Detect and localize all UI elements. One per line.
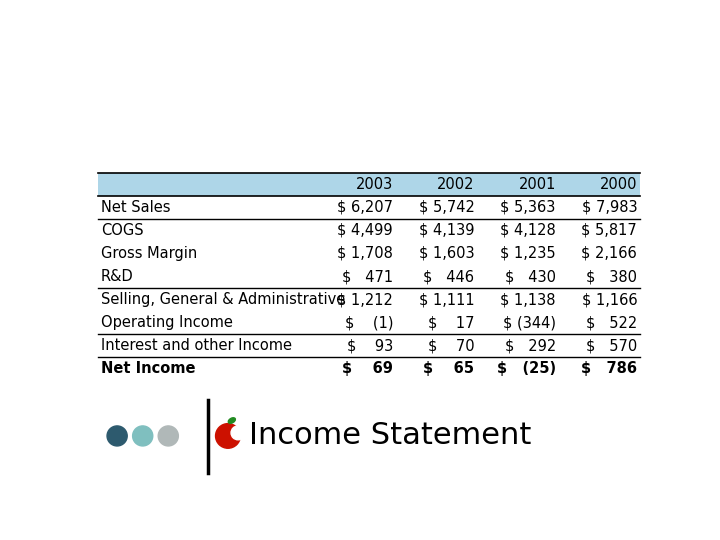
Text: $    17: $ 17 (428, 315, 474, 330)
Text: 2002: 2002 (437, 177, 474, 192)
Text: Gross Margin: Gross Margin (101, 246, 197, 261)
Text: $ 6,207: $ 6,207 (337, 200, 393, 215)
Text: 2000: 2000 (600, 177, 637, 192)
Ellipse shape (228, 418, 235, 423)
Circle shape (215, 423, 240, 448)
Circle shape (132, 426, 153, 446)
Text: $ 1,111: $ 1,111 (419, 292, 474, 307)
Text: $ 1,708: $ 1,708 (337, 246, 393, 261)
Text: $ 1,212: $ 1,212 (337, 292, 393, 307)
FancyBboxPatch shape (98, 173, 640, 195)
Text: $ 7,983: $ 7,983 (582, 200, 637, 215)
Text: $   430: $ 430 (505, 269, 556, 284)
Text: Operating Income: Operating Income (101, 315, 233, 330)
Text: $ 5,817: $ 5,817 (582, 223, 637, 238)
Text: $ 1,235: $ 1,235 (500, 246, 556, 261)
Text: COGS: COGS (101, 223, 143, 238)
Text: $ 1,138: $ 1,138 (500, 292, 556, 307)
Text: $   380: $ 380 (586, 269, 637, 284)
Text: $ 5,742: $ 5,742 (418, 200, 474, 215)
Text: Income Statement: Income Statement (249, 421, 531, 450)
Text: $   522: $ 522 (586, 315, 637, 330)
Text: $ 1,166: $ 1,166 (582, 292, 637, 307)
Text: 2003: 2003 (356, 177, 393, 192)
Text: $ (344): $ (344) (503, 315, 556, 330)
Text: $ 4,139: $ 4,139 (419, 223, 474, 238)
Text: $ 2,166: $ 2,166 (582, 246, 637, 261)
Circle shape (158, 426, 179, 446)
Text: $ 4,499: $ 4,499 (338, 223, 393, 238)
Text: $ 1,603: $ 1,603 (419, 246, 474, 261)
Text: $   471: $ 471 (342, 269, 393, 284)
Text: $   446: $ 446 (423, 269, 474, 284)
Text: 2001: 2001 (518, 177, 556, 192)
Text: $    70: $ 70 (428, 339, 474, 353)
Text: Interest and other Income: Interest and other Income (101, 339, 292, 353)
Text: Net Sales: Net Sales (101, 200, 171, 215)
Text: $    93: $ 93 (347, 339, 393, 353)
Text: $   786: $ 786 (581, 361, 637, 376)
Circle shape (107, 426, 127, 446)
Text: $    69: $ 69 (342, 361, 393, 376)
Text: R&D: R&D (101, 269, 134, 284)
Text: Selling, General & Administrative: Selling, General & Administrative (101, 292, 345, 307)
Text: $   292: $ 292 (505, 339, 556, 353)
Circle shape (231, 426, 245, 440)
Text: $ 4,128: $ 4,128 (500, 223, 556, 238)
Text: $   570: $ 570 (586, 339, 637, 353)
Text: $ 5,363: $ 5,363 (500, 200, 556, 215)
Text: $    65: $ 65 (423, 361, 474, 376)
Text: Net Income: Net Income (101, 361, 195, 376)
Text: $   (25): $ (25) (497, 361, 556, 376)
Text: $    (1): $ (1) (345, 315, 393, 330)
